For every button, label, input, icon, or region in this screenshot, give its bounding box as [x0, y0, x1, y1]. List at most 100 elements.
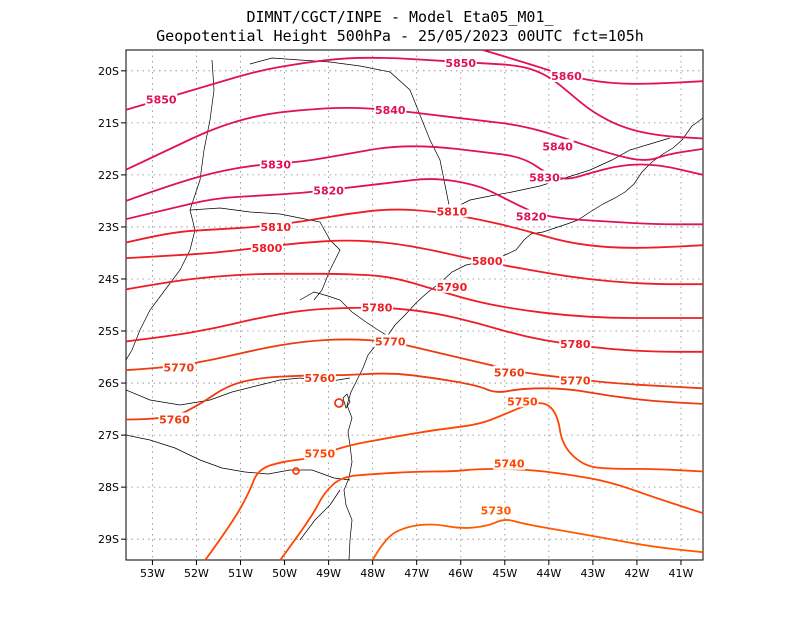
lon-tick-label: 42W [624, 567, 649, 580]
contour-label-bg [303, 446, 336, 460]
state-border-sp-mg [249, 57, 451, 211]
map-title-line2: Geopotential Height 500hPa - 25/05/2023 … [156, 27, 644, 45]
contour-label: 5800 [252, 242, 283, 255]
contour-label: 5740 [494, 458, 525, 471]
contour-5760 [125, 372, 704, 421]
contour-label: 5830 [260, 158, 291, 171]
lon-tick-label: 52W [184, 567, 209, 580]
lat-tick-label: 21S [98, 117, 119, 130]
contour-label: 5850 [146, 93, 177, 106]
lat-tick-label: 29S [98, 533, 119, 546]
lat-tick-label: 20S [98, 65, 119, 78]
contour-label-bg [528, 170, 561, 184]
contour-label: 5770 [164, 361, 195, 374]
lagoon-rs [299, 489, 341, 541]
contour-label: 5730 [481, 505, 512, 518]
contour-label: 5830 [529, 172, 560, 185]
contour-label: 5820 [516, 211, 547, 224]
contour-label-bg [361, 300, 394, 314]
contour-label-bg [250, 240, 283, 254]
plot-area: 5860 5850 5850 5840 5840 5830 5830 5820 5820 5810… [125, 49, 704, 561]
contour-label: 5840 [542, 140, 573, 153]
contour-5730 [371, 519, 704, 561]
lon-tick-label: 44W [536, 567, 561, 580]
contour-label: 5810 [437, 205, 468, 218]
contour-label-bg [559, 373, 592, 387]
contour-label-bg [374, 334, 407, 348]
contour-5740 [279, 467, 704, 561]
closed-contours [292, 398, 344, 475]
lat-tick-label: 27S [98, 429, 119, 442]
contour-label-bg [145, 92, 178, 106]
lon-tick-label: 43W [580, 567, 605, 580]
lat-tick-label: 23S [98, 221, 119, 234]
lat-tick-label: 25S [98, 325, 119, 338]
state-border-sp-pr [299, 291, 389, 337]
island-floripa [342, 393, 351, 409]
lat-tick-label: 28S [98, 481, 119, 494]
contour-labels: 5860 5850 5850 5840 5840 5830 5830 5820 5820 5810… [145, 56, 592, 518]
contour-5800 [125, 239, 703, 286]
contour-label: 5760 [304, 372, 335, 385]
contour-label-bg [479, 503, 512, 517]
country-border-west [125, 209, 196, 361]
state-border-ms-sp [189, 59, 215, 211]
longitude-axis: 53W 52W 51W 50W 49W 48W 47W 46W 45W 44W 43W 42W 41W [140, 560, 694, 580]
contour-label-bg [374, 102, 407, 116]
lon-tick-label: 47W [404, 567, 429, 580]
contour-5830 [125, 145, 704, 202]
lon-tick-label: 49W [316, 567, 341, 580]
contour-label-bg [435, 279, 468, 293]
contour-label: 5750 [304, 447, 335, 460]
contour-5790 [125, 272, 703, 319]
coastline-path [343, 117, 704, 561]
contour-label: 5840 [375, 104, 406, 117]
contour-label-bg [162, 360, 195, 374]
lon-tick-label: 51W [228, 567, 253, 580]
contour-label: 5780 [362, 302, 393, 315]
map-title-line1: DIMNT/CGCT/INPE - Model Eta05_M01_ [246, 8, 554, 26]
lon-tick-label: 48W [360, 567, 385, 580]
contour-label: 5760 [159, 413, 190, 426]
lon-tick-label: 41W [669, 567, 694, 580]
lon-tick-label: 45W [492, 567, 517, 580]
contour-label: 5750 [507, 395, 538, 408]
contour-label-bg [435, 204, 468, 218]
contour-label-bg [259, 157, 292, 171]
closed-contour-5760 [334, 398, 344, 408]
contour-label-bg [550, 69, 583, 83]
contour-label: 5770 [375, 335, 406, 348]
state-border-pr-north [189, 207, 341, 301]
contour-label-bg [493, 365, 526, 379]
contour-5820 [125, 178, 703, 226]
lon-tick-label: 50W [272, 567, 297, 580]
coastline [125, 57, 704, 561]
lat-tick-label: 24S [98, 273, 119, 286]
contour-label: 5860 [551, 70, 582, 83]
closed-contour-5750 [292, 467, 300, 475]
lat-tick-label: 26S [98, 377, 119, 390]
contour-label: 5810 [260, 221, 291, 234]
contour-label: 5800 [472, 255, 503, 268]
contour-5840 [125, 106, 704, 171]
contour-label-bg [444, 56, 477, 70]
contour-label: 5820 [313, 185, 344, 198]
lon-tick-label: 46W [448, 567, 473, 580]
contour-label-bg [493, 456, 526, 470]
contour-5750 [204, 402, 704, 561]
contour-label-bg [541, 139, 574, 153]
contour-label-bg [515, 209, 548, 223]
contour-label: 5850 [445, 57, 476, 70]
latitude-axis: 20S 21S 22S 23S 24S 25S 26S 27S 28S 29S [98, 65, 126, 546]
lat-tick-label: 22S [98, 169, 119, 182]
contour-label: 5790 [437, 281, 468, 294]
contour-label-bg [303, 370, 336, 384]
contour-label-bg [559, 337, 592, 351]
contour-label-bg [506, 394, 539, 408]
contour-label-bg [312, 183, 345, 197]
contour-label: 5780 [560, 338, 591, 351]
contour-label: 5760 [494, 367, 525, 380]
contour-label-bg [158, 412, 191, 426]
lon-tick-label: 53W [140, 567, 165, 580]
